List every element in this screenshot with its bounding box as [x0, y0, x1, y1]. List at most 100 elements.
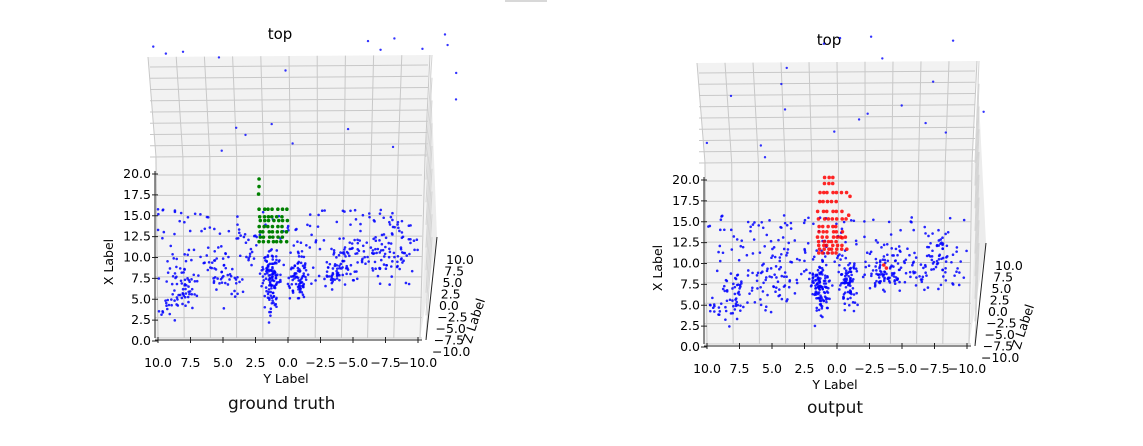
- data-point: [783, 221, 787, 225]
- data-point: [382, 263, 386, 266]
- data-point: [846, 213, 851, 217]
- data-point: [206, 215, 210, 219]
- data-point: [210, 261, 214, 264]
- data-point: [274, 297, 278, 301]
- data-point: [304, 278, 308, 281]
- data-point: [828, 297, 831, 301]
- data-point: [735, 317, 739, 321]
- data-point: [844, 285, 848, 289]
- data-point: [729, 94, 733, 98]
- data-point: [323, 277, 326, 281]
- grid-line: [314, 156, 318, 339]
- data-point: [811, 292, 814, 296]
- data-point: [896, 253, 899, 257]
- data-point: [170, 298, 173, 301]
- data-point: [275, 230, 280, 234]
- data-point: [825, 230, 829, 234]
- data-point: [847, 274, 850, 278]
- data-point: [827, 247, 831, 251]
- data-point: [392, 251, 396, 255]
- data-point: [391, 260, 394, 263]
- data-point: [241, 290, 245, 294]
- grid-line: [698, 104, 976, 108]
- data-point: [258, 218, 263, 223]
- data-point: [373, 220, 376, 223]
- data-point: [819, 314, 823, 317]
- data-point: [388, 283, 391, 286]
- data-point: [298, 270, 301, 273]
- data-point: [335, 277, 339, 280]
- data-point: [910, 216, 914, 219]
- data-point: [786, 248, 790, 251]
- y-axis-label: Y Label: [262, 371, 308, 386]
- data-point: [190, 258, 193, 262]
- data-point: [923, 288, 926, 292]
- data-point: [361, 244, 365, 248]
- data-point: [343, 283, 347, 286]
- data-point: [284, 69, 287, 72]
- data-point: [407, 282, 411, 286]
- data-point: [770, 256, 773, 260]
- data-point: [932, 267, 936, 271]
- y-tick-label: 7.5: [730, 361, 750, 376]
- grid-line: [974, 242, 980, 345]
- data-point: [161, 311, 165, 314]
- data-point: [374, 239, 378, 242]
- data-point: [820, 235, 825, 239]
- data-point: [785, 223, 789, 227]
- data-point: [257, 214, 262, 219]
- data-point: [899, 228, 902, 232]
- data-point: [173, 272, 177, 275]
- data-point: [168, 312, 172, 316]
- data-point: [813, 293, 816, 297]
- x-tick-label: 2.5: [131, 312, 151, 327]
- data-point: [289, 251, 292, 254]
- data-point: [899, 266, 903, 269]
- data-point: [812, 281, 815, 285]
- data-point: [816, 217, 821, 221]
- data-point: [736, 273, 740, 277]
- data-point: [937, 257, 941, 261]
- data-point: [944, 131, 947, 134]
- data-point: [739, 285, 742, 288]
- data-point: [941, 268, 944, 272]
- y-tick-label: 0.0: [827, 361, 847, 376]
- data-point: [883, 258, 887, 262]
- data-point: [209, 266, 212, 269]
- data-point: [263, 294, 267, 298]
- data-point: [864, 265, 868, 269]
- data-point: [405, 254, 409, 257]
- data-point: [729, 272, 733, 275]
- data-point: [868, 286, 872, 290]
- grid-line: [203, 56, 211, 158]
- data-point: [252, 234, 256, 238]
- grid-line: [370, 55, 375, 158]
- grid-line: [891, 61, 894, 164]
- data-point: [228, 278, 231, 281]
- data-point: [287, 276, 291, 280]
- data-point: [913, 251, 916, 255]
- data-point: [275, 249, 279, 252]
- data-point: [882, 255, 886, 258]
- data-point: [844, 217, 848, 221]
- data-point: [841, 254, 844, 257]
- data-point: [835, 222, 838, 226]
- chart-title: top: [268, 25, 293, 43]
- data-point: [825, 199, 830, 204]
- data-point: [962, 276, 966, 279]
- grid-line: [780, 62, 786, 164]
- data-point: [384, 267, 388, 270]
- data-point: [266, 264, 270, 268]
- data-point: [218, 232, 222, 235]
- data-point: [401, 261, 404, 264]
- data-point: [766, 293, 769, 297]
- data-point: [909, 275, 912, 279]
- data-point: [413, 248, 416, 252]
- data-point: [923, 263, 927, 267]
- data-point: [926, 245, 929, 249]
- data-point: [349, 272, 352, 276]
- data-point: [845, 247, 849, 251]
- data-point: [939, 242, 942, 246]
- data-point: [220, 245, 223, 248]
- data-point: [942, 275, 945, 278]
